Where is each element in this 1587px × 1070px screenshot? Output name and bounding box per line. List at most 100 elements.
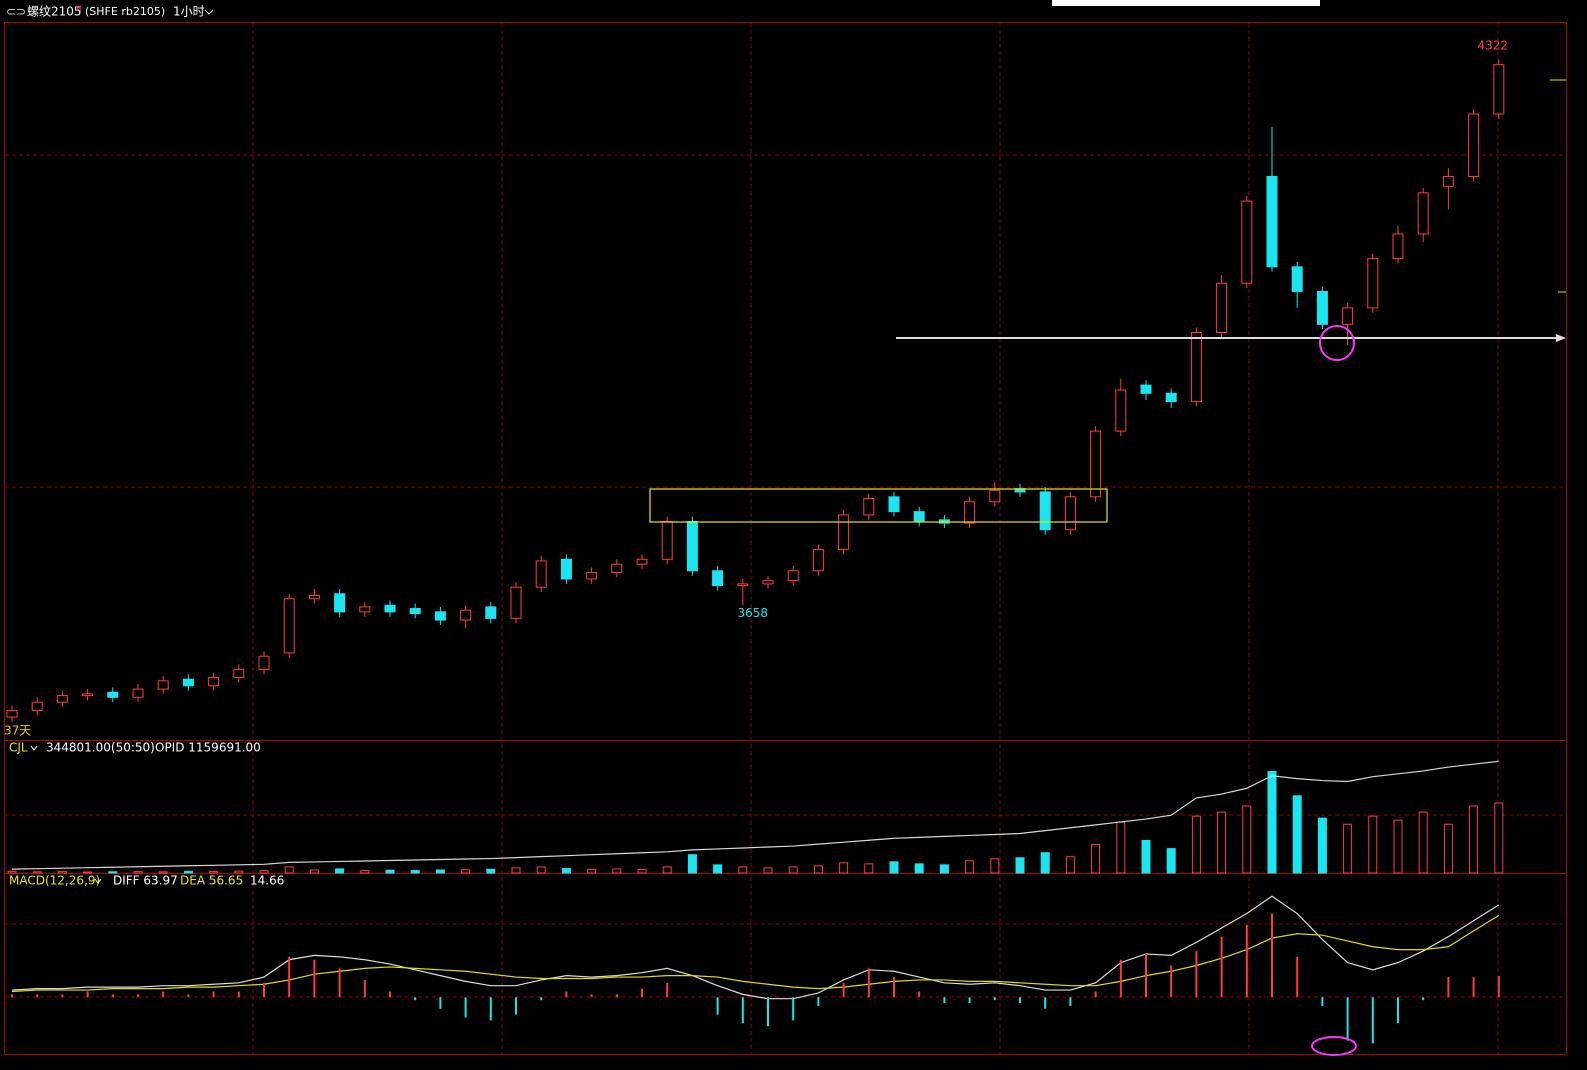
volume-bar [662,866,672,874]
span-label: 37天 [4,724,31,738]
candle-body [409,608,421,614]
candle-body [283,598,295,654]
candle-body [233,668,245,679]
volume-bar [1343,823,1353,874]
candle-body [762,580,774,585]
volume-bar [435,869,445,874]
candle-body [611,563,623,573]
candle-body [1291,266,1303,292]
candle-body [31,701,43,711]
period-dropdown[interactable] [204,9,214,15]
volume-bar [385,869,395,874]
readout: OPID 1159691.00 [155,741,261,755]
candle-body [1442,175,1454,187]
volume-bar [32,871,42,874]
candle-body [485,606,497,619]
code: (SHFE rb2105) [85,5,165,18]
candle-body [56,695,68,703]
readout: 14.66 [250,874,284,888]
volume-bar [1393,819,1403,874]
toolbar-box [1052,0,1320,6]
candle-body [434,611,446,621]
candle-body [661,520,673,560]
frame [4,22,1567,1055]
volume-bar [536,866,546,874]
volume-bar [1242,805,1252,874]
volume-bar [1292,795,1302,874]
candle-body [359,606,371,613]
candle-body [712,570,724,587]
readout: 344801.00(50:50) [46,741,155,755]
volume-bar [1065,856,1075,874]
candle-body [107,691,119,698]
candle-body [812,548,824,572]
candle-body [1468,113,1480,177]
volume-bar [234,870,244,874]
link-icon: ⊂⊃ [6,5,26,19]
arrow-head [1556,334,1566,342]
candle-body [1039,491,1051,531]
high-label: 4322 [1478,38,1509,52]
volume-bar [486,868,496,874]
volume-bar [1040,852,1050,874]
volume-bar [7,870,17,874]
candle-body [82,693,94,697]
candle-body [1090,430,1102,498]
symbol: 螺纹2105 [27,5,82,19]
plot: 4322 3658 37天 CJL 344801.00(50:50) OPID 11596… [4,38,1509,1044]
volume-bar [990,858,1000,874]
candle-body [1064,496,1076,531]
highlight-ellipse [1311,1036,1357,1056]
indicator-label: MACD(12,26,9) [9,874,100,888]
volume-bar [687,854,697,874]
volume-bar [612,868,622,874]
indicator-dropdown [94,878,102,884]
candle-body [258,655,270,670]
indicator-label: CJL [9,741,28,755]
highlight-circle [1319,325,1355,361]
volume-bar [461,869,471,874]
volume-bar [1418,811,1428,874]
candle-body [989,489,1001,503]
volume-bar [1116,821,1126,874]
grid [5,23,1566,1054]
volume-bar [57,871,67,874]
volume-bar [813,865,823,874]
candle-body [510,586,522,619]
volume-bar [335,868,345,874]
range-box [649,488,1108,523]
volume-bar [133,871,143,874]
volume-bar [713,864,723,874]
candle-body [1140,384,1152,394]
candle-body [1342,307,1354,325]
indicator-dropdown [30,745,38,751]
volume-bar [939,864,949,874]
candle-body [334,593,346,613]
candle-body [1165,392,1177,403]
candle-body [1417,192,1429,235]
volume-bar [410,870,420,874]
volume-bar [965,860,975,874]
candle-body [964,501,976,524]
volume-bar [360,870,370,874]
volume-bar [788,866,798,874]
volume-bar [839,862,849,874]
volume-bar [1217,811,1227,874]
volume-bar [1015,857,1025,874]
period[interactable]: 1小时 [173,5,205,19]
candle-body [1392,233,1404,260]
readout: DEA 56.65 [180,874,243,888]
candle-body [157,680,169,690]
candle-body [636,558,648,565]
volume-bar [889,861,899,874]
candle-body [838,514,850,550]
volume-bar [108,871,118,874]
volume-bar [1267,770,1277,874]
volume-bar [259,870,269,874]
volume-bar [864,863,874,874]
volume-bar [637,868,647,874]
low-label: 3658 [738,606,769,620]
volume-bar [1317,817,1327,874]
